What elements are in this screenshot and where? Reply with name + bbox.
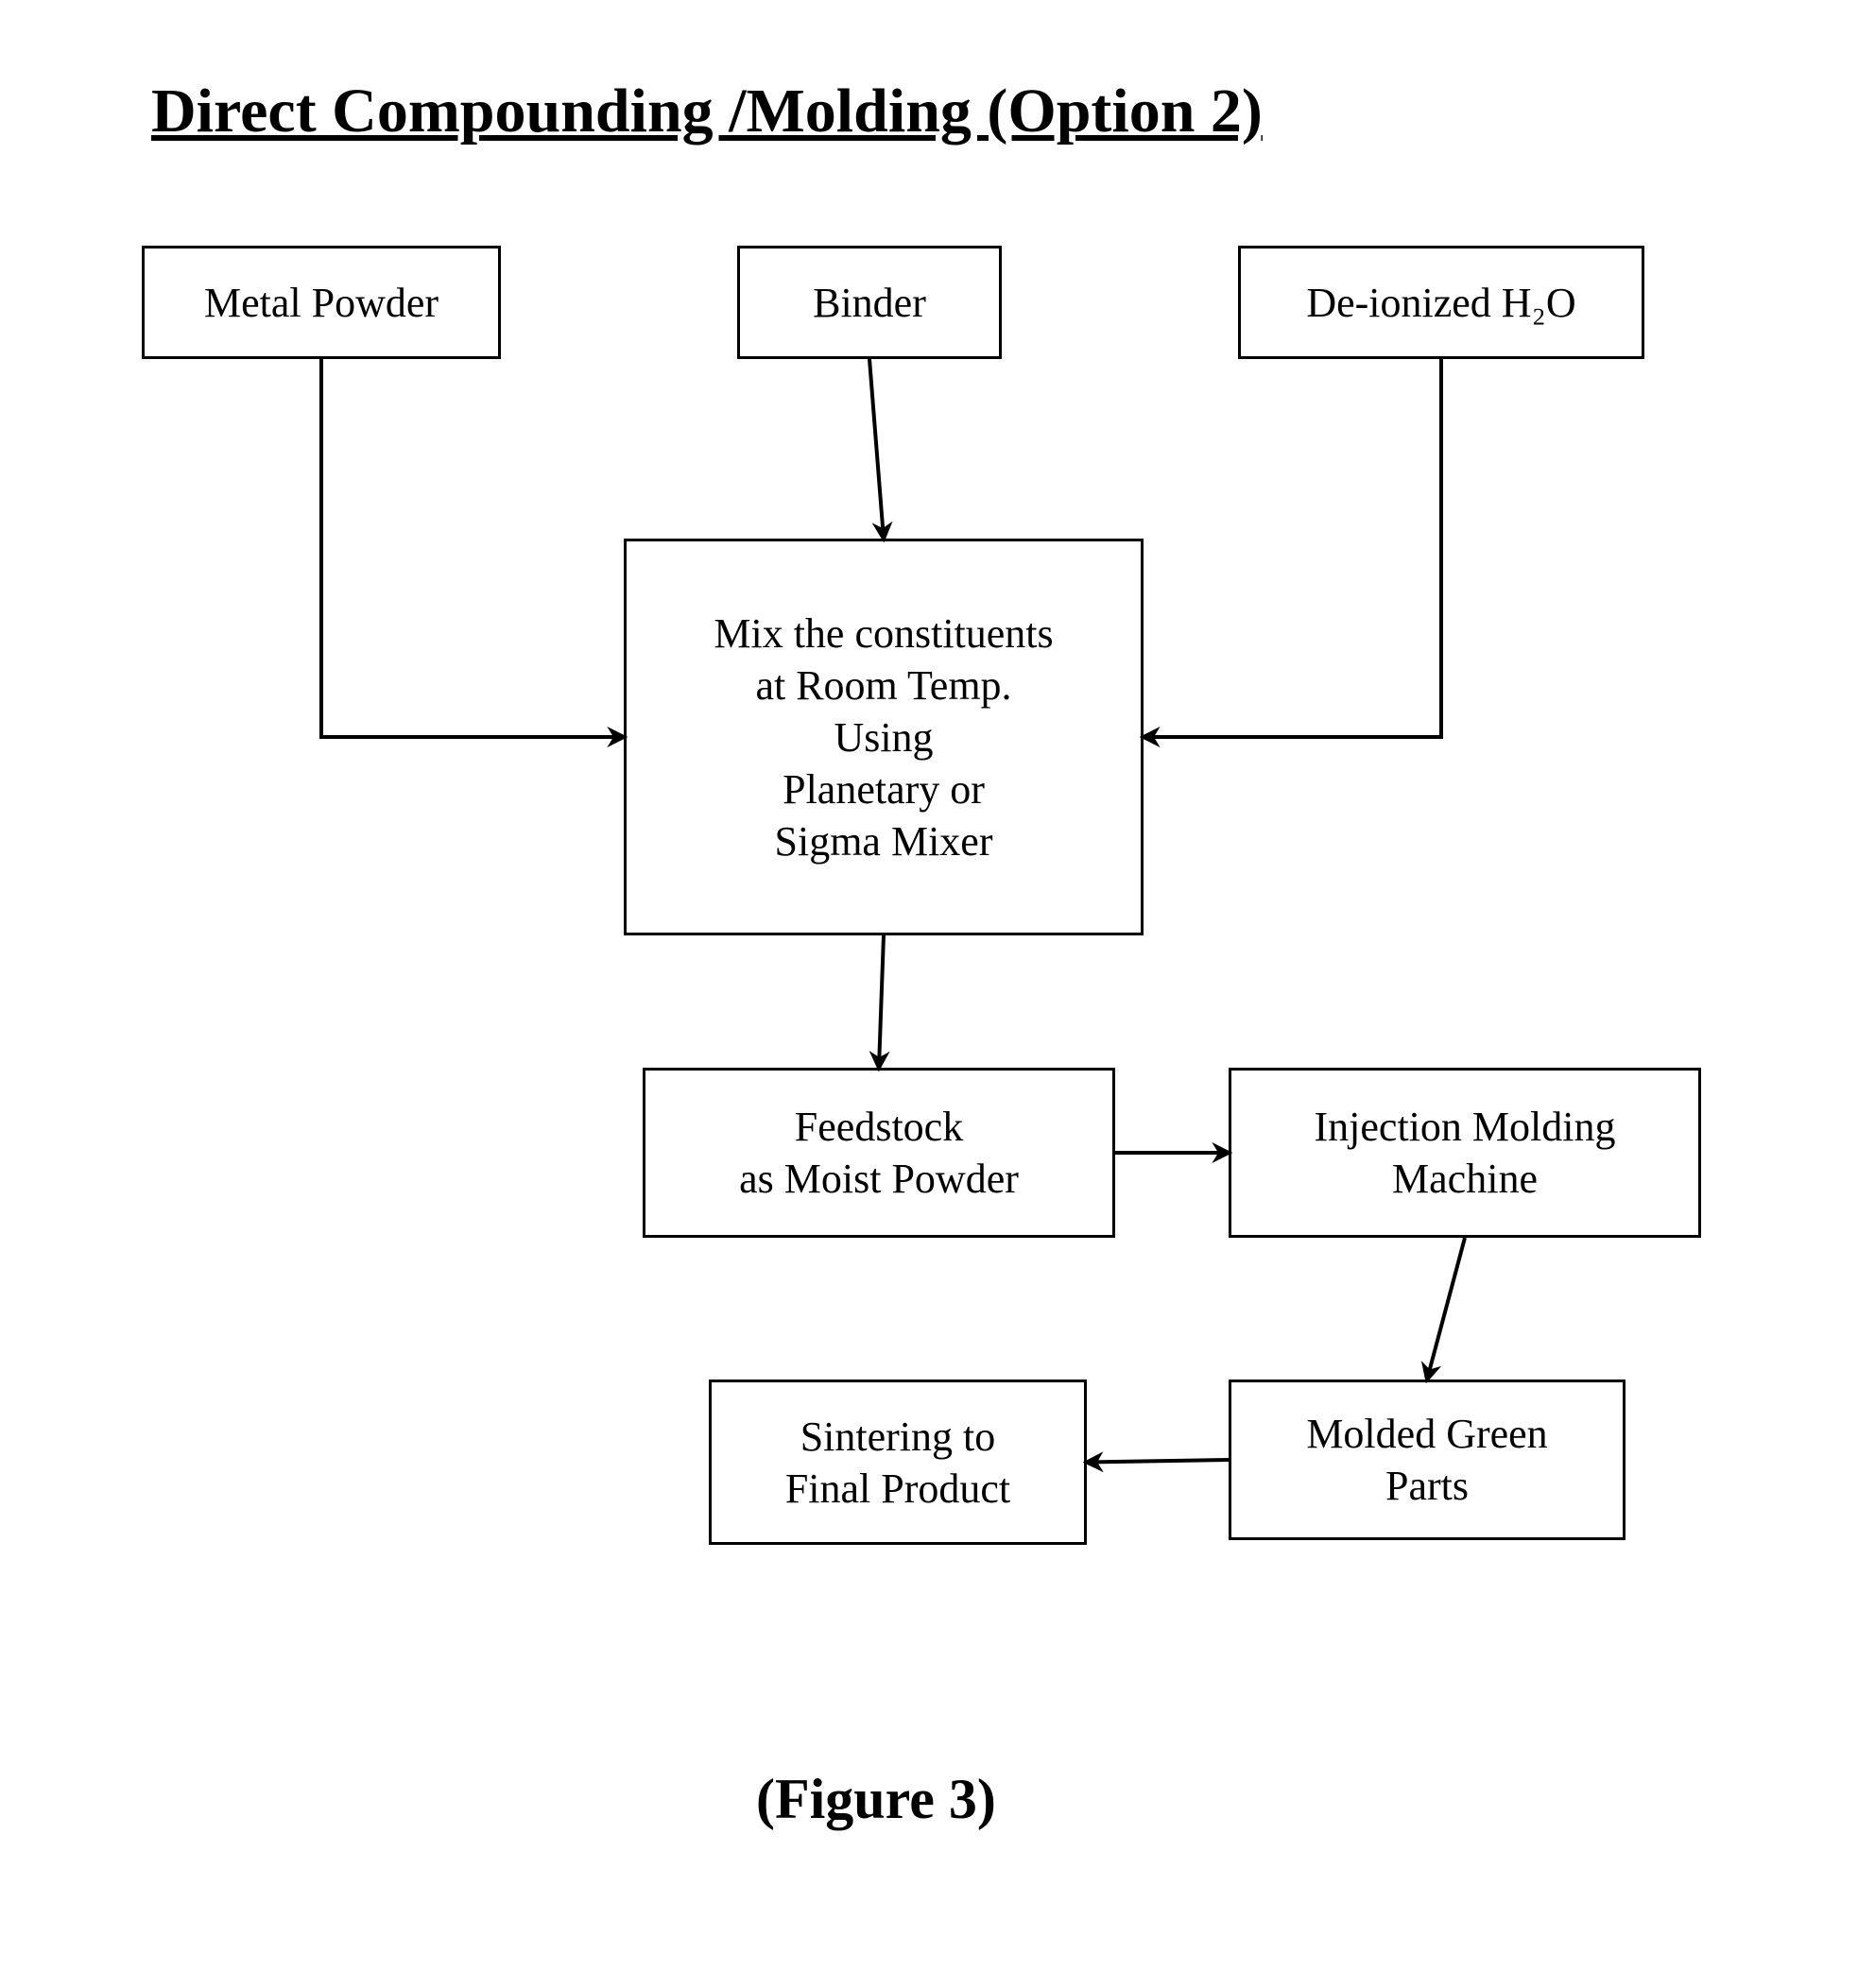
node-label: Mix the constituentsat Room Temp.UsingPl… <box>714 608 1053 867</box>
node-sintering: Sintering toFinal Product <box>709 1380 1087 1545</box>
diagram-title: Direct Compounding /Molding (Option 2) <box>151 76 1263 147</box>
node-label: Metal Powder <box>204 277 439 329</box>
node-mix: Mix the constituentsat Room Temp.UsingPl… <box>624 539 1144 935</box>
node-metal-powder: Metal Powder <box>142 246 501 359</box>
node-label: Feedstockas Moist Powder <box>739 1101 1019 1205</box>
node-binder: Binder <box>737 246 1002 359</box>
node-label: Molded GreenParts <box>1306 1408 1547 1512</box>
node-feedstock: Feedstockas Moist Powder <box>643 1068 1115 1238</box>
node-injection-molding: Injection MoldingMachine <box>1229 1068 1701 1238</box>
node-molded-green: Molded GreenParts <box>1229 1380 1626 1540</box>
node-label: De-ionized H₂O <box>1306 277 1575 329</box>
node-label: Sintering toFinal Product <box>785 1411 1010 1515</box>
node-label: Injection MoldingMachine <box>1315 1101 1616 1205</box>
node-label: Binder <box>813 277 926 329</box>
figure-label: (Figure 3) <box>756 1767 996 1832</box>
node-deionized-water: De-ionized H₂O <box>1238 246 1644 359</box>
